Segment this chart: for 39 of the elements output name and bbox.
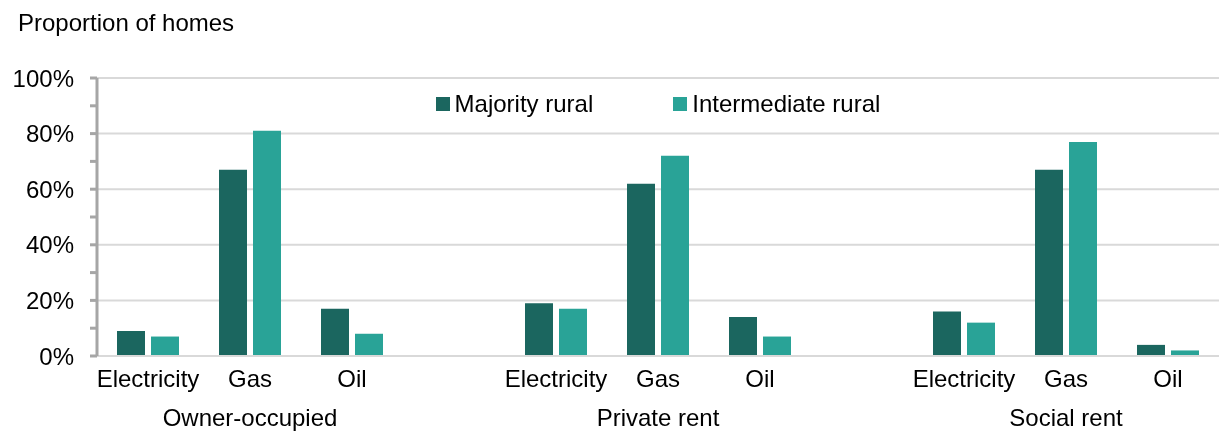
legend-label: Majority rural <box>454 90 594 118</box>
bar <box>321 308 349 356</box>
y-tick-label: 0% <box>39 342 74 370</box>
bar <box>1069 141 1097 356</box>
bar <box>1171 350 1199 356</box>
text: Private rent <box>595 404 721 432</box>
x-tick-label: Electricity <box>912 365 1016 393</box>
bar <box>627 183 655 356</box>
bar <box>1035 169 1063 356</box>
x-tick-label: Electricity <box>96 365 200 393</box>
y-tick-label: 60% <box>25 175 74 203</box>
bar <box>967 322 995 356</box>
y-tick-label: 80% <box>25 120 74 148</box>
x-tick-label: Gas <box>227 365 273 393</box>
bar <box>117 330 145 356</box>
x-tick-label: Oil <box>745 365 775 393</box>
bar <box>661 155 689 356</box>
bar <box>355 333 383 356</box>
text: Social rent <box>1008 404 1124 432</box>
bar <box>933 311 961 356</box>
x-tick-label: Oil <box>337 365 367 393</box>
text: Owner-occupied <box>161 404 339 432</box>
y-tick-label: 20% <box>25 286 74 314</box>
bar <box>219 169 247 356</box>
y-axis-title: Proportion of homes <box>18 9 235 37</box>
bar <box>1137 344 1165 356</box>
y-tick-label: 100% <box>12 64 74 92</box>
bar <box>151 336 179 356</box>
bar <box>763 336 791 356</box>
bar <box>253 130 281 356</box>
bar <box>729 317 757 356</box>
x-tick-label: Electricity <box>504 365 608 393</box>
x-tick-label: Oil <box>1153 365 1183 393</box>
x-tick-label: Gas <box>635 365 681 393</box>
legend-label: Intermediate rural <box>692 90 881 118</box>
y-tick-label: 40% <box>25 231 74 259</box>
x-tick-label: Gas <box>1043 365 1089 393</box>
bar <box>559 308 587 356</box>
bar <box>525 303 553 356</box>
